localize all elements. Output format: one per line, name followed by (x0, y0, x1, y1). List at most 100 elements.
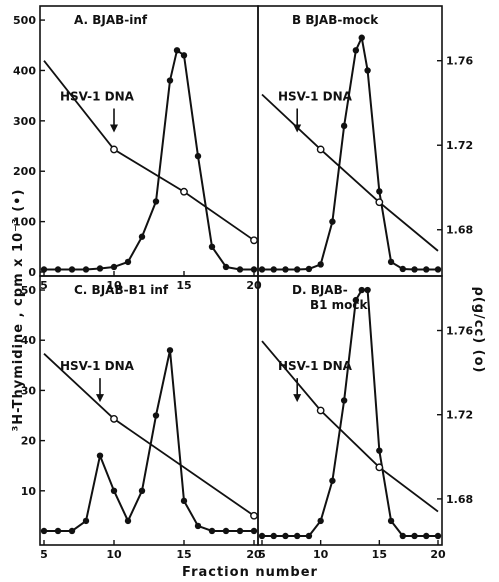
hsv1-dna-arrow-head (293, 394, 302, 403)
cpm-point-fraction-9 (96, 452, 104, 459)
cpm-point-fraction-15 (180, 497, 188, 505)
cpm-line (44, 49, 254, 271)
cpm-point-fraction-5 (258, 266, 266, 273)
cpm-point-fraction-10 (110, 487, 118, 495)
panel-title: B BJAB-mock (292, 13, 379, 27)
panel-title: A. BJAB-inf (74, 13, 148, 27)
cpm-point-fraction-19 (423, 532, 430, 540)
cpm-point-fraction-14 (364, 67, 371, 74)
x-tick-label-15: 15 (176, 279, 191, 292)
cpm-point-fraction-16 (194, 522, 202, 530)
cpm-point-fraction-7 (282, 532, 289, 540)
cpm-point-fraction-14 (364, 286, 371, 294)
density-point-fraction-10 (110, 415, 118, 423)
y-axis-label-left: ³H-Thymidine , cpm x 10⁻³ (•) (11, 189, 26, 432)
x-axis-label: Fraction number (182, 565, 318, 580)
x-tick-label-10: 10 (313, 548, 329, 561)
cpm-point-fraction-7 (68, 527, 76, 535)
cpm-point-fraction-13 (352, 47, 360, 54)
cpm-point-fraction-12 (340, 397, 348, 404)
cpm-point-fraction-17 (399, 532, 406, 540)
density-point-fraction-10 (316, 145, 325, 154)
density-point-fraction-10 (110, 145, 118, 154)
cpm-point-fraction-11 (124, 517, 132, 525)
density-line (43, 353, 255, 517)
y-tick-label-400: 400 (13, 64, 36, 77)
density-line (261, 93, 439, 252)
cpm-point-fraction-20 (434, 266, 442, 273)
hsv1-dna-label: HSV-1 DNA (278, 90, 353, 104)
cpm-point-fraction-9 (305, 532, 313, 540)
x-tick-label-10: 10 (106, 279, 122, 292)
density-tick-label-1-68: 1.68 (446, 224, 473, 237)
cpm-point-fraction-6 (54, 527, 62, 535)
cpm-point-fraction-18 (222, 263, 230, 271)
cpm-point-fraction-7 (282, 266, 289, 273)
x-tick-label-5: 5 (40, 279, 48, 292)
x-tick-label-5: 5 (258, 548, 266, 561)
density-point-fraction-20 (250, 511, 258, 520)
y-tick-label-50: 50 (21, 284, 37, 297)
cpm-point-fraction-13-5 (358, 34, 365, 41)
cpm-point-fraction-6 (270, 532, 277, 540)
density-point-fraction-15 (375, 198, 384, 207)
cpm-point-fraction-9 (96, 265, 104, 272)
x-tick-label-15: 15 (176, 548, 191, 561)
panel-d: 1.761.721.685 10 15 20D. BJAB-B1 mockHSV-1 … (257, 275, 473, 561)
cpm-point-fraction-12 (138, 233, 146, 240)
cpm-point-fraction-19 (423, 266, 430, 273)
y-tick-label-40: 40 (21, 334, 37, 347)
cpm-point-fraction-20 (250, 266, 258, 273)
cpm-point-fraction-8 (294, 532, 301, 540)
panel-title: C. BJAB-B1 inf (74, 283, 169, 297)
panel-a: 0 100 200 300 400 500 5 10 15 20 A. BJAB-inf HSV-1 … (13, 5, 262, 292)
cpm-point-fraction-11 (124, 258, 132, 266)
cpm-point-fraction-15 (376, 188, 383, 195)
hsv1-dna-arrow-head (96, 394, 104, 403)
cpm-point-fraction-15 (376, 447, 383, 454)
panels-group: 0 100 200 300 400 500 5 10 15 20 A. BJAB-inf HSV-1 … (13, 5, 473, 561)
hsv1-dna-label: HSV-1 DNA (278, 359, 353, 373)
cpm-point-fraction-13 (152, 412, 160, 419)
y-axis-label-right: ρ(g/cc) (o) (471, 287, 486, 374)
panel-frame (257, 275, 443, 546)
cpm-point-fraction-7 (68, 266, 76, 273)
density-point-fraction-15 (180, 187, 188, 196)
density-tick-label-1-72: 1.72 (446, 139, 473, 152)
cpm-line (44, 349, 254, 532)
x-tick-label-20: 20 (246, 279, 262, 292)
y-tick-label-30: 30 (21, 384, 37, 397)
cpm-point-fraction-10 (317, 261, 324, 268)
cpm-point-fraction-12 (340, 122, 348, 130)
cpm-point-fraction-8 (294, 266, 301, 273)
x-tick-label-5: 5 (40, 548, 48, 561)
density-point-fraction-10 (316, 406, 325, 415)
cpm-point-fraction-6 (270, 266, 277, 273)
cpm-point-fraction-13-5 (358, 286, 365, 294)
density-line (261, 340, 439, 513)
panel-frame (39, 275, 259, 546)
y-tick-label-0: 0 (28, 266, 36, 279)
y-tick-label-10: 10 (21, 485, 37, 498)
hsv1-dna-arrow-head (110, 124, 118, 133)
x-tick-label-20: 20 (430, 548, 446, 561)
cpm-point-fraction-20 (250, 527, 258, 535)
y-tick-label-300: 300 (13, 115, 36, 128)
cpm-point-fraction-14-5 (173, 47, 181, 54)
cpm-point-fraction-16 (194, 152, 202, 160)
cpm-point-fraction-18 (411, 532, 418, 540)
panel-frame (257, 5, 443, 277)
cpm-point-fraction-17 (399, 265, 406, 273)
cpm-point-fraction-8 (82, 517, 90, 525)
y-tick-label-20: 20 (21, 435, 37, 448)
cpm-point-fraction-20 (434, 532, 442, 540)
y-tick-label-100: 100 (13, 216, 36, 229)
cpm-point-fraction-18 (222, 527, 230, 535)
cpm-point-fraction-10 (110, 263, 118, 271)
cpm-point-fraction-12 (138, 487, 146, 495)
density-tick-label-1-68: 1.68 (446, 493, 473, 506)
density-tick-label-1-76: 1.76 (446, 325, 473, 338)
x-tick-label-15: 15 (372, 548, 387, 561)
cpm-point-fraction-16 (387, 258, 395, 266)
